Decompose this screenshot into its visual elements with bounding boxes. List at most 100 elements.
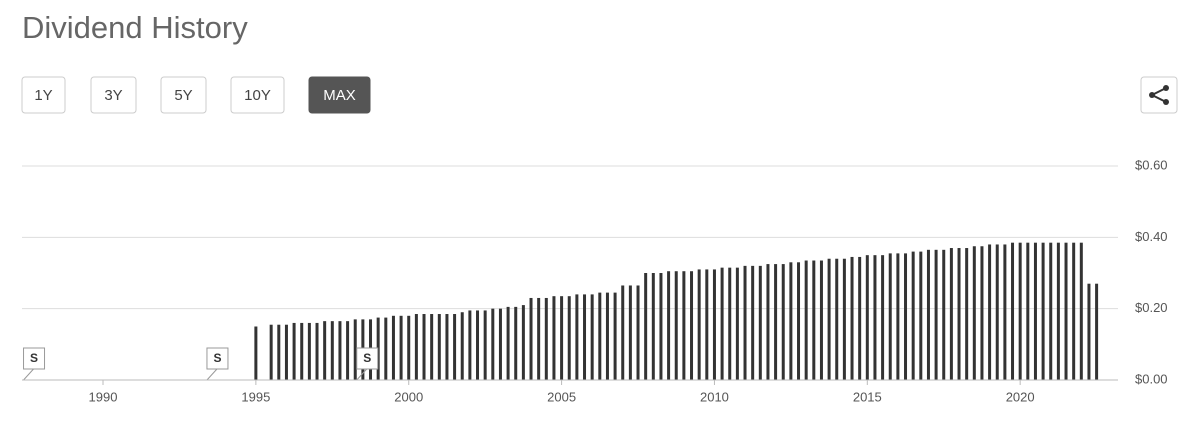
bar	[1087, 283, 1091, 380]
range-button[interactable]	[308, 76, 371, 114]
bar	[422, 314, 426, 380]
split-label: S	[213, 351, 221, 365]
range-button-label[interactable]: 3Y	[104, 87, 122, 104]
bar	[506, 306, 510, 380]
bar	[498, 308, 502, 380]
share-button[interactable]	[1140, 76, 1178, 114]
bar	[926, 249, 930, 380]
bar	[330, 321, 334, 380]
range-button[interactable]	[160, 76, 207, 114]
bar	[674, 271, 678, 380]
bar	[1079, 242, 1083, 380]
bar	[697, 269, 701, 380]
bar	[858, 256, 862, 380]
bar	[881, 255, 885, 380]
bar	[1018, 242, 1022, 380]
bar	[521, 305, 525, 380]
bar	[567, 296, 571, 380]
bar	[346, 321, 350, 380]
x-tick-label: 1995	[241, 389, 270, 404]
bar	[1056, 242, 1060, 380]
bar	[514, 306, 518, 380]
bar	[628, 285, 632, 380]
bar	[636, 285, 640, 380]
bar	[353, 319, 357, 380]
bar	[995, 244, 999, 380]
split-flag	[206, 347, 229, 370]
bar	[552, 296, 556, 380]
y-tick-label: $0.20	[1135, 300, 1168, 315]
bar	[269, 324, 273, 380]
bar	[307, 322, 311, 380]
bar	[797, 262, 801, 380]
bar	[590, 294, 594, 380]
bar	[865, 255, 869, 380]
bar	[338, 321, 342, 380]
bar	[896, 253, 900, 380]
bar	[812, 260, 816, 380]
y-tick-label: $0.60	[1135, 157, 1168, 172]
bar	[391, 315, 395, 380]
range-button-label[interactable]: MAX	[323, 87, 356, 104]
bar	[644, 273, 648, 380]
bar	[804, 260, 808, 380]
title: Dividend History	[22, 10, 248, 45]
x-tick-label: 1990	[89, 389, 118, 404]
bar	[613, 292, 617, 380]
split-label: S	[30, 351, 38, 365]
bar	[682, 271, 686, 380]
bar	[835, 258, 839, 380]
bar	[965, 248, 969, 380]
range-button[interactable]	[230, 76, 285, 114]
x-tick-label: 2010	[700, 389, 729, 404]
bar	[743, 265, 747, 380]
bar	[949, 248, 953, 380]
bar	[1003, 244, 1007, 380]
bar	[1011, 242, 1015, 380]
bar	[980, 246, 984, 380]
range-button-label[interactable]: 5Y	[174, 87, 192, 104]
bar	[850, 256, 854, 380]
bar	[544, 297, 548, 380]
bar	[735, 267, 739, 380]
bar	[827, 258, 831, 380]
bar	[1033, 242, 1037, 380]
bar	[483, 310, 487, 380]
bar	[407, 315, 411, 380]
bar	[919, 251, 923, 380]
bar	[1095, 283, 1099, 380]
bar	[399, 315, 403, 380]
bar	[972, 246, 976, 380]
split-stem	[23, 368, 34, 381]
bar	[605, 292, 609, 380]
bar	[728, 267, 732, 380]
bar	[537, 297, 541, 380]
bar	[1072, 242, 1076, 380]
range-button[interactable]	[21, 76, 66, 114]
bar	[758, 265, 762, 380]
range-button[interactable]	[90, 76, 137, 114]
bar	[888, 253, 892, 380]
bar	[842, 258, 846, 380]
bar	[384, 317, 388, 380]
bar	[988, 244, 992, 380]
share-box[interactable]	[1140, 76, 1178, 114]
split-stem	[206, 368, 218, 381]
bar	[751, 265, 755, 380]
range-button-label[interactable]: 1Y	[34, 87, 52, 104]
share-lines	[1151, 87, 1167, 103]
bar	[583, 294, 587, 380]
bar	[254, 326, 258, 380]
bar	[529, 297, 533, 380]
x-tick-label: 2000	[394, 389, 423, 404]
bar	[904, 253, 908, 380]
x-tick-label: 2005	[547, 389, 576, 404]
range-button-label[interactable]: 10Y	[244, 87, 271, 104]
bar	[651, 273, 655, 380]
bar	[957, 248, 961, 380]
bar	[720, 267, 724, 380]
bar	[323, 321, 327, 380]
bar	[468, 310, 472, 380]
